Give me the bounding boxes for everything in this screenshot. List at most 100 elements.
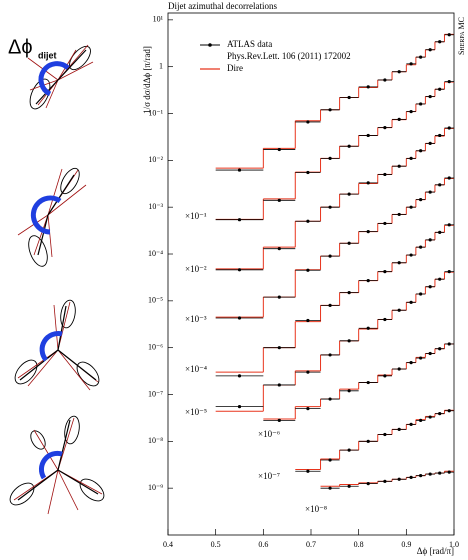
data-point bbox=[397, 117, 401, 121]
data-point bbox=[428, 141, 432, 146]
data-point bbox=[347, 192, 351, 196]
data-point bbox=[447, 342, 451, 346]
y-tick-label: 10⁻³ bbox=[148, 202, 163, 211]
data-point bbox=[419, 55, 423, 59]
data-point bbox=[438, 87, 442, 91]
x-tick-label: 0.8 bbox=[354, 540, 364, 549]
data-point bbox=[428, 190, 432, 194]
data-point bbox=[366, 279, 370, 283]
data-point bbox=[409, 422, 413, 426]
x-tick-label: 0.5 bbox=[211, 540, 221, 549]
data-point bbox=[438, 471, 442, 475]
data-point bbox=[438, 40, 442, 44]
side-label: Δϕ bbox=[8, 36, 33, 58]
data-point bbox=[447, 176, 451, 180]
data-point bbox=[447, 409, 451, 413]
data-point bbox=[383, 479, 387, 483]
data-point bbox=[328, 108, 332, 112]
y-tick-label: 1 bbox=[159, 62, 163, 71]
side-label-sub: dijet bbox=[38, 50, 57, 60]
scale-label: ×10⁻⁸ bbox=[305, 504, 327, 514]
scale-label: ×10⁻⁶ bbox=[258, 429, 280, 439]
data-point bbox=[306, 469, 310, 473]
data-point bbox=[397, 477, 401, 481]
data-point bbox=[409, 360, 413, 365]
data-point bbox=[306, 120, 310, 124]
data-point bbox=[277, 295, 281, 299]
data-point bbox=[306, 170, 310, 175]
data-point bbox=[428, 415, 432, 419]
data-point bbox=[438, 133, 442, 138]
data-point bbox=[397, 212, 401, 217]
x-tick-label: 0.6 bbox=[258, 540, 268, 549]
data-point bbox=[306, 268, 310, 272]
x-tick-label: 1.0 bbox=[449, 540, 459, 549]
data-point bbox=[366, 230, 370, 234]
chart-title: Dijet azimuthal decorrelations bbox=[168, 1, 277, 11]
data-point bbox=[419, 474, 423, 478]
event-diagram bbox=[27, 44, 94, 110]
data-point bbox=[383, 317, 387, 322]
data-point bbox=[428, 94, 432, 99]
x-axis-label: Δϕ [rad/π] bbox=[417, 546, 454, 556]
data-point bbox=[438, 183, 442, 187]
y-tick-label: 10⁻⁶ bbox=[148, 342, 163, 351]
data-point bbox=[409, 300, 413, 304]
data-point bbox=[428, 472, 432, 476]
data-point bbox=[397, 427, 401, 431]
data-point bbox=[409, 253, 413, 257]
scale-label: ×10⁻⁷ bbox=[258, 471, 280, 481]
data-point bbox=[347, 95, 351, 100]
y-tick-label: 10⁻² bbox=[148, 155, 163, 164]
data-point bbox=[277, 383, 281, 387]
data-point bbox=[366, 439, 370, 443]
legend-label: ATLAS data bbox=[227, 39, 272, 49]
data-point bbox=[419, 198, 423, 202]
data-point bbox=[397, 70, 401, 74]
scale-label: ×10⁻¹ bbox=[185, 211, 207, 221]
data-point bbox=[237, 218, 242, 222]
data-point bbox=[347, 339, 351, 343]
data-point bbox=[328, 303, 332, 307]
data-point bbox=[428, 238, 432, 242]
event-diagram bbox=[9, 415, 105, 515]
data-point bbox=[347, 448, 351, 452]
data-point bbox=[277, 418, 281, 422]
data-point bbox=[447, 80, 451, 84]
data-point bbox=[237, 168, 242, 172]
data-point bbox=[428, 48, 432, 52]
data-point bbox=[328, 353, 332, 357]
data-point bbox=[277, 346, 281, 350]
data-point bbox=[383, 432, 387, 437]
legend-note: Phys.Rev.Lett. 106 (2011) 172002 bbox=[227, 51, 351, 61]
y-axis-label: 1/σ dσ/dΔϕ [π/rad] bbox=[142, 46, 152, 114]
data-point bbox=[447, 470, 451, 474]
data-point bbox=[347, 241, 351, 245]
data-point bbox=[328, 458, 332, 462]
data-point bbox=[438, 230, 442, 234]
plot-frame bbox=[167, 12, 455, 536]
data-point bbox=[306, 318, 310, 323]
data-point bbox=[328, 156, 332, 161]
data-point bbox=[409, 156, 413, 161]
data-point bbox=[438, 347, 442, 351]
data-point bbox=[277, 147, 281, 152]
data-point bbox=[419, 102, 423, 106]
side-text: Sherpa MC bbox=[457, 17, 466, 55]
y-tick-label: 10⁻¹ bbox=[148, 108, 163, 117]
scale-label: ×10⁻⁵ bbox=[185, 407, 207, 417]
data-point bbox=[383, 374, 387, 378]
x-tick-label: 0.4 bbox=[163, 540, 173, 549]
data-point bbox=[347, 389, 351, 393]
scale-label: ×10⁻⁴ bbox=[185, 364, 207, 374]
y-tick-label: 10⁻⁵ bbox=[148, 296, 163, 305]
data-point bbox=[397, 164, 401, 168]
y-tick-label: 10⁻⁹ bbox=[148, 483, 163, 492]
data-point bbox=[306, 407, 310, 411]
x-tick-label: 0.9 bbox=[401, 540, 411, 549]
data-point bbox=[447, 126, 451, 130]
data-point bbox=[419, 356, 423, 360]
data-point bbox=[277, 198, 281, 202]
